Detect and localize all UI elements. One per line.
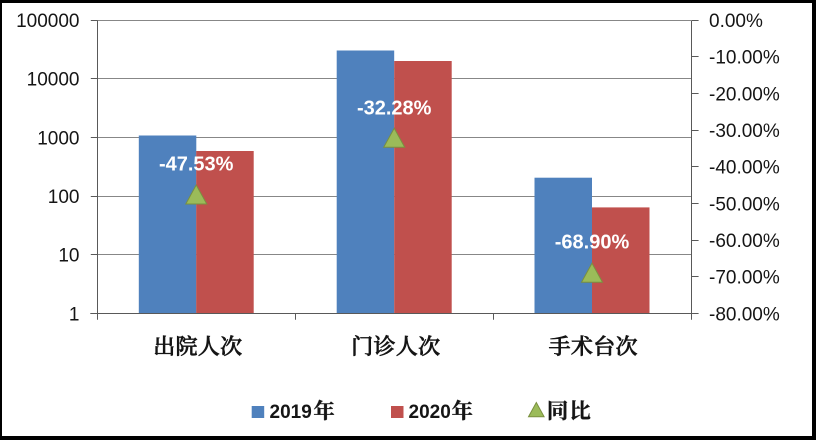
svg-text:1000: 1000 [37,128,79,149]
svg-text:-60.00%: -60.00% [709,231,780,252]
svg-text:100000: 100000 [16,11,79,32]
svg-text:-20.00%: -20.00% [709,84,780,105]
svg-text:-32.28%: -32.28% [357,98,432,120]
svg-text:1: 1 [69,304,80,325]
svg-text:10000: 10000 [27,70,80,91]
svg-text:-50.00%: -50.00% [709,194,780,215]
svg-text:2020: 2020 [409,402,451,423]
svg-text:-47.53%: -47.53% [159,154,234,176]
svg-text:0.00%: 0.00% [709,11,763,32]
svg-text:-30.00%: -30.00% [709,121,780,142]
svg-text:-68.90%: -68.90% [555,232,630,254]
svg-text:-40.00%: -40.00% [709,158,780,179]
svg-text:100: 100 [48,187,80,208]
svg-text:-70.00%: -70.00% [709,268,780,289]
svg-text:-80.00%: -80.00% [709,304,780,325]
svg-text:10: 10 [58,246,79,267]
svg-text:2019: 2019 [270,402,312,423]
svg-text:-10.00%: -10.00% [709,48,780,69]
